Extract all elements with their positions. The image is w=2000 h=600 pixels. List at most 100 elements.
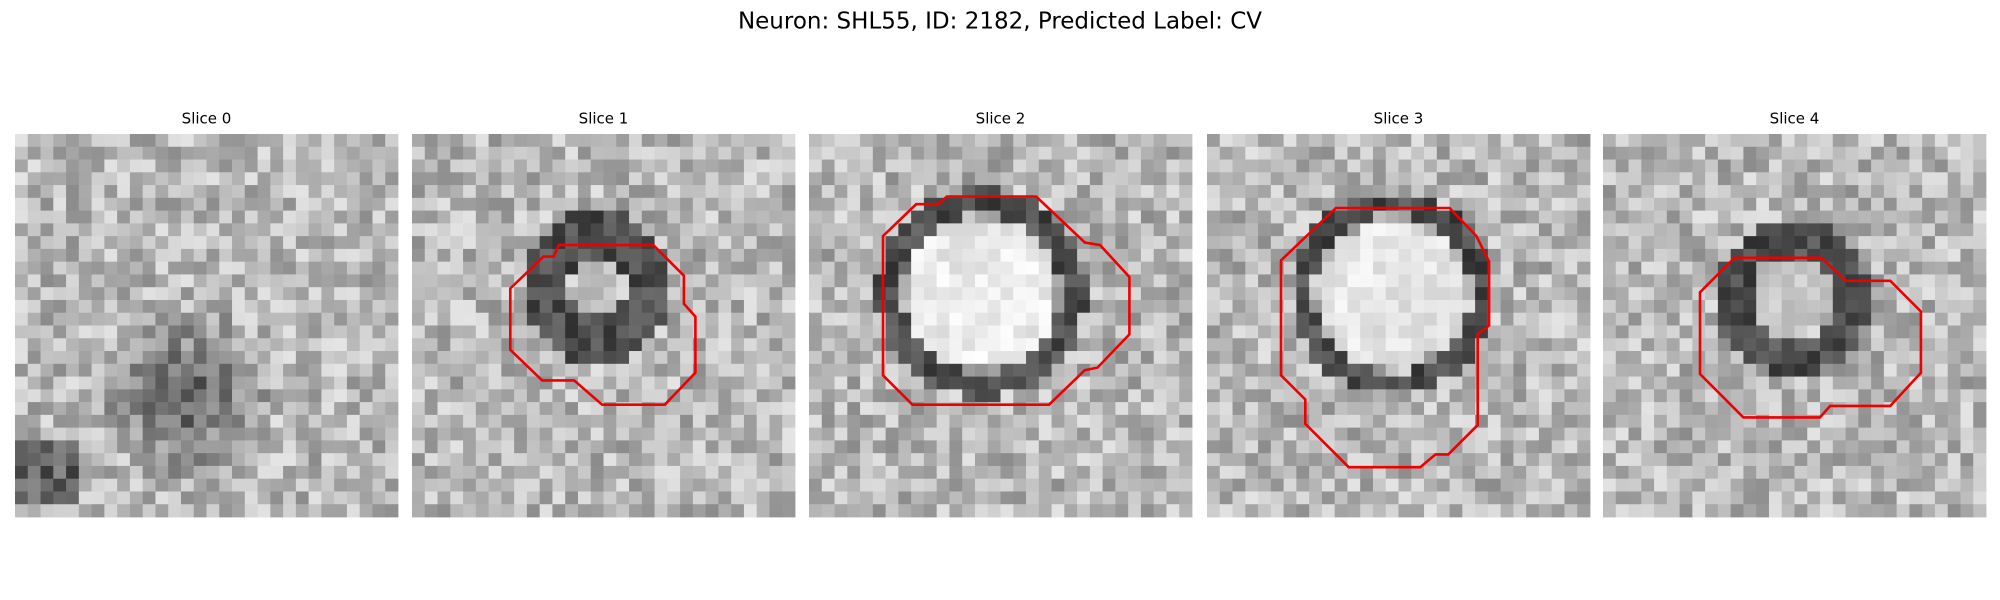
pixel — [1385, 248, 1399, 263]
pixel — [743, 197, 758, 211]
pixel — [769, 197, 783, 211]
pixel — [1064, 287, 1078, 301]
pixel — [1909, 478, 1923, 492]
pixel — [1487, 363, 1502, 377]
pixel — [475, 134, 489, 148]
pixel — [1360, 312, 1374, 326]
pixel — [872, 465, 886, 480]
pixel — [1500, 210, 1514, 224]
pixel — [40, 210, 54, 224]
pixel — [1973, 312, 1987, 326]
pixel — [629, 287, 643, 301]
pixel — [412, 197, 426, 211]
pixel — [731, 248, 745, 263]
pixel — [923, 338, 938, 352]
pixel — [1756, 223, 1770, 237]
pixel — [539, 363, 553, 377]
pixel — [1140, 172, 1155, 186]
pixel — [1487, 236, 1502, 250]
pixel — [501, 312, 515, 326]
pixel — [629, 376, 643, 390]
pixel — [270, 287, 284, 301]
pixel — [1424, 389, 1438, 403]
pixel — [526, 185, 541, 199]
pixel — [821, 274, 835, 288]
pixel — [437, 504, 451, 518]
pixel — [1296, 338, 1310, 352]
pixel — [1641, 172, 1655, 186]
pixel — [1654, 299, 1668, 314]
pixel — [1909, 274, 1923, 288]
pixel — [603, 299, 617, 314]
pixel — [1089, 351, 1104, 365]
pixel — [680, 261, 694, 275]
pixel — [488, 465, 502, 480]
pixel — [1603, 299, 1617, 314]
pixel — [1500, 236, 1514, 250]
pixel — [756, 236, 770, 250]
pixel — [244, 146, 258, 160]
pixel — [1258, 274, 1272, 288]
pixel — [1487, 261, 1502, 275]
pixel — [193, 146, 207, 160]
pixel — [1858, 351, 1872, 365]
pixel — [385, 453, 399, 467]
pixel — [1296, 363, 1310, 377]
pixel — [1077, 414, 1091, 429]
pixel — [334, 465, 348, 480]
pixel — [1398, 440, 1412, 454]
pixel — [1603, 312, 1617, 326]
pixel — [117, 427, 131, 441]
pixel — [1717, 299, 1732, 314]
pixel — [1258, 363, 1272, 377]
pixel — [15, 389, 29, 403]
pixel — [308, 210, 322, 224]
pixel — [244, 363, 258, 377]
panel-title: Slice 3 — [1374, 110, 1424, 128]
pixel — [1679, 351, 1693, 365]
pixel — [1730, 402, 1744, 416]
pixel — [1794, 299, 1808, 314]
pixel — [1756, 440, 1770, 454]
pixel — [769, 312, 783, 326]
pixel — [501, 134, 515, 148]
pixel — [450, 325, 464, 339]
pixel — [142, 248, 156, 263]
pixel — [412, 414, 426, 429]
pixel — [1245, 236, 1259, 250]
pixel — [616, 465, 630, 480]
pixel — [1883, 287, 1898, 301]
pixel — [1207, 478, 1221, 492]
pixel — [193, 210, 207, 224]
pixel — [987, 363, 1001, 377]
pixel — [155, 299, 169, 314]
pixel — [1270, 210, 1284, 224]
pixel — [514, 312, 528, 326]
pixel — [782, 248, 796, 263]
pixel — [104, 274, 118, 288]
pixel — [1283, 312, 1297, 326]
pixel — [1449, 172, 1463, 186]
pixel — [603, 465, 617, 480]
pixel — [603, 236, 617, 250]
pixel — [1551, 223, 1565, 237]
pixel — [1026, 287, 1040, 301]
pixel — [1730, 299, 1744, 314]
pixel — [206, 146, 220, 160]
pixel — [488, 197, 502, 211]
pixel — [898, 376, 912, 390]
pixel — [782, 159, 796, 173]
pixel — [860, 338, 874, 352]
pixel — [1934, 478, 1949, 492]
pixel — [1347, 299, 1361, 314]
pixel — [1947, 453, 1961, 467]
pixel — [641, 363, 655, 377]
pixel — [1102, 197, 1116, 211]
pixel — [603, 363, 617, 377]
pixel — [641, 465, 655, 480]
pixel — [295, 478, 310, 492]
pixel — [782, 261, 796, 275]
pixel — [526, 236, 541, 250]
pixel — [1462, 414, 1476, 429]
pixel — [385, 338, 399, 352]
